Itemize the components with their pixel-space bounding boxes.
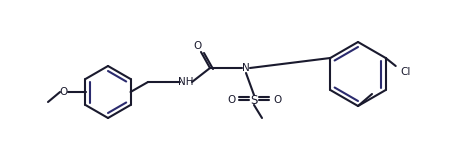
Text: S: S [251,93,258,106]
Text: NH: NH [178,77,194,87]
Text: O: O [60,87,68,97]
Text: N: N [242,63,250,73]
Text: O: O [227,95,235,105]
Text: Cl: Cl [400,67,411,77]
Text: O: O [193,41,201,51]
Text: O: O [273,95,281,105]
